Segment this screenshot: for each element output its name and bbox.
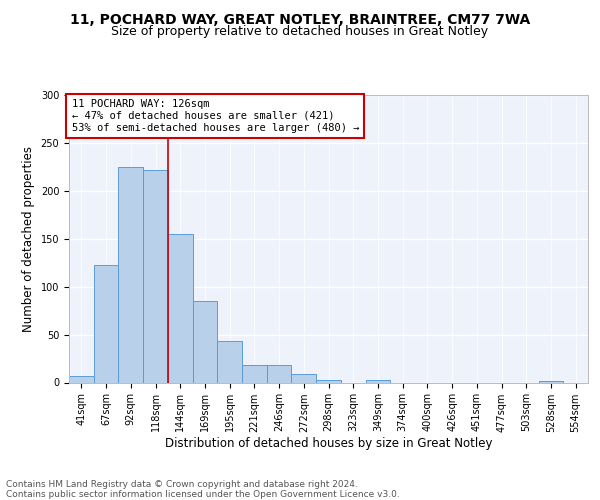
Bar (292, 374, 316, 382)
Bar (69, 376, 94, 382)
Bar (539, 380, 563, 382)
Bar (316, 380, 341, 382)
Text: Size of property relative to detached houses in Great Notley: Size of property relative to detached ho… (112, 25, 488, 38)
Y-axis label: Number of detached properties: Number of detached properties (22, 146, 35, 332)
Bar (193, 301, 217, 382)
X-axis label: Distribution of detached houses by size in Great Notley: Distribution of detached houses by size … (165, 438, 492, 450)
Bar (242, 365, 267, 382)
Text: Contains public sector information licensed under the Open Government Licence v3: Contains public sector information licen… (6, 490, 400, 499)
Bar (143, 170, 168, 382)
Text: Contains HM Land Registry data © Crown copyright and database right 2024.: Contains HM Land Registry data © Crown c… (6, 480, 358, 489)
Bar (118, 167, 143, 382)
Bar (168, 234, 193, 382)
Bar (365, 380, 390, 382)
Bar (94, 264, 118, 382)
Text: 11 POCHARD WAY: 126sqm
← 47% of detached houses are smaller (421)
53% of semi-de: 11 POCHARD WAY: 126sqm ← 47% of detached… (71, 100, 359, 132)
Text: 11, POCHARD WAY, GREAT NOTLEY, BRAINTREE, CM77 7WA: 11, POCHARD WAY, GREAT NOTLEY, BRAINTREE… (70, 12, 530, 26)
Bar (267, 365, 292, 382)
Bar (217, 342, 242, 382)
